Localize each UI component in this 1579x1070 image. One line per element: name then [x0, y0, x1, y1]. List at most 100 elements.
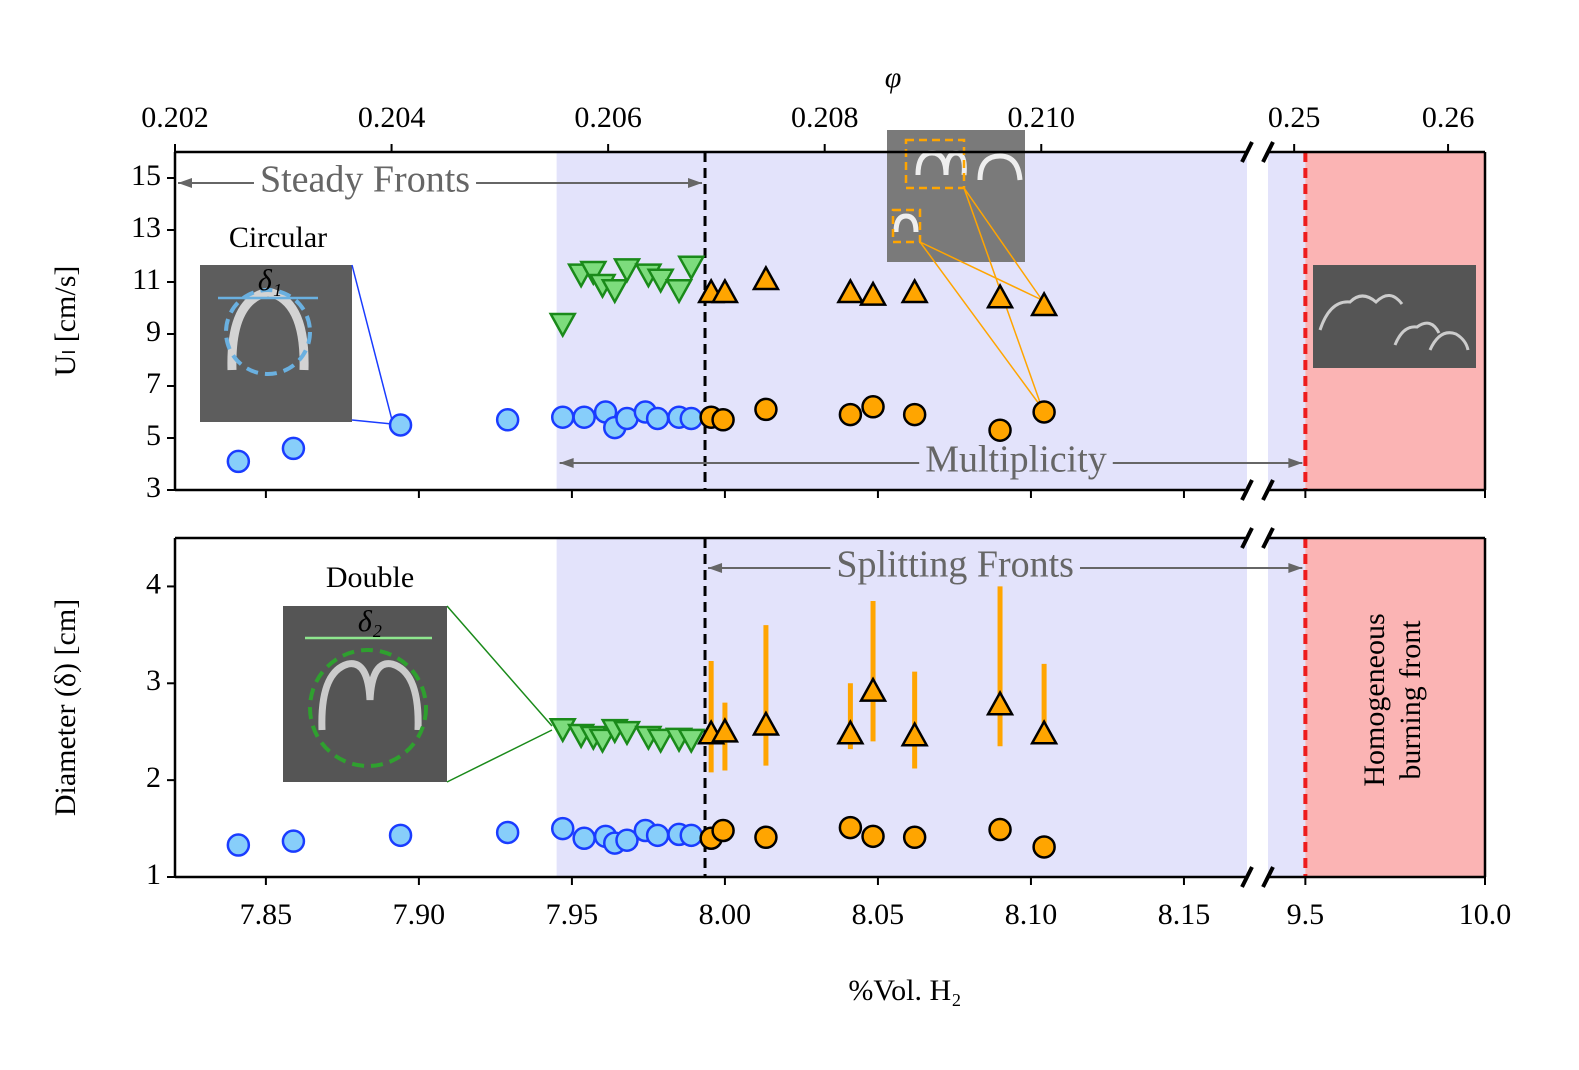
y-tick-label: 7	[146, 367, 161, 400]
data-point	[1029, 290, 1059, 317]
data-point	[550, 816, 575, 841]
x-tick-label: 8.00	[699, 898, 752, 931]
y-tick-label: 5	[146, 419, 161, 452]
data-point	[548, 312, 577, 339]
data-point	[645, 406, 670, 431]
data-point	[615, 828, 639, 852]
data-point	[677, 728, 706, 755]
shaded-region	[1305, 538, 1485, 877]
annotation: Multiplicity	[925, 439, 1107, 481]
inset-box	[891, 208, 922, 244]
data-point	[281, 829, 306, 853]
inset-front	[318, 660, 422, 731]
data-point	[679, 823, 704, 848]
axis-break	[1261, 866, 1275, 888]
arrow-head	[688, 178, 703, 188]
data-point	[388, 823, 413, 848]
axis-break	[1240, 479, 1254, 501]
data-point	[985, 690, 1015, 716]
shaded-region	[556, 538, 1247, 877]
data-point	[645, 823, 670, 848]
inset-connector	[446, 605, 553, 727]
inset-image	[1313, 265, 1476, 368]
data-point	[861, 395, 885, 419]
y-tick-label: 15	[131, 159, 161, 192]
data-point	[281, 436, 306, 461]
data-point	[612, 258, 642, 284]
x2-tick-label: 0.26	[1422, 101, 1475, 134]
data-point	[754, 825, 778, 850]
y-axis-label: Uₗ [cm/s]	[49, 266, 82, 377]
annotation: Circular	[229, 221, 327, 254]
annotation: burning front	[1394, 620, 1427, 780]
y-tick-label: 13	[131, 211, 161, 244]
inset-connector	[351, 264, 393, 421]
arrow-head	[178, 178, 192, 188]
data-point	[388, 413, 413, 437]
x-tick-label: 9.5	[1287, 898, 1325, 931]
data-point	[550, 405, 575, 429]
inset-circle	[308, 648, 428, 768]
arrow-head	[1288, 458, 1303, 468]
data-point	[902, 402, 927, 427]
axis-break	[1261, 479, 1275, 501]
x-tick-label: 8.10	[1005, 898, 1058, 931]
inset-label: δ₂	[358, 605, 382, 638]
inset-connector	[919, 241, 1043, 301]
data-point	[495, 820, 520, 845]
data-point	[710, 717, 740, 743]
data-point	[588, 728, 617, 755]
x-tick-label: 8.15	[1158, 898, 1211, 931]
data-point	[751, 710, 781, 736]
data-point	[836, 719, 865, 745]
data-point	[679, 406, 704, 431]
y-tick-label: 11	[132, 263, 161, 296]
data-point	[579, 260, 608, 287]
data-point	[226, 449, 251, 474]
inset-connector	[446, 729, 553, 783]
arrow-head	[1288, 563, 1303, 573]
data-point	[572, 826, 596, 851]
data-point	[751, 264, 781, 291]
x-tick-label: 10.0	[1459, 898, 1512, 931]
y-tick-label: 1	[146, 858, 161, 891]
axis-break	[1261, 141, 1275, 163]
data-point	[600, 278, 629, 305]
x-tick-label: 7.95	[546, 898, 599, 931]
data-point	[836, 277, 865, 304]
data-point	[900, 277, 929, 304]
data-point	[985, 283, 1015, 309]
x2-tick-label: 0.208	[791, 101, 859, 134]
x-tick-label: 7.85	[240, 898, 293, 931]
x-tick-label: 8.05	[852, 898, 905, 931]
axis-break	[1240, 866, 1254, 888]
data-point	[664, 278, 694, 305]
x-tick-label: 7.90	[393, 898, 446, 931]
shaded-region	[1268, 152, 1306, 490]
inset-label: δ₁	[258, 264, 282, 297]
x2-tick-label: 0.202	[141, 101, 209, 134]
data-point	[677, 255, 706, 281]
data-point	[711, 408, 735, 432]
annotation: Splitting Fronts	[836, 544, 1074, 586]
annotation: Double	[326, 561, 414, 594]
x2-axis-label: φ	[885, 61, 902, 94]
annotation: Steady Fronts	[260, 159, 470, 201]
data-point	[754, 397, 778, 422]
data-point	[495, 408, 520, 432]
x2-tick-label: 0.206	[574, 101, 642, 134]
data-point	[838, 815, 863, 840]
data-point	[988, 418, 1012, 442]
x2-tick-label: 0.210	[1008, 101, 1076, 134]
y-tick-label: 3	[146, 664, 161, 697]
axis-break	[1240, 527, 1254, 549]
data-point	[226, 833, 251, 857]
data-point	[858, 280, 888, 306]
data-point	[646, 728, 675, 755]
inset-connector	[919, 241, 1043, 409]
inset-connector	[963, 187, 1043, 301]
x2-tick-label: 0.25	[1268, 101, 1321, 134]
arrow-head	[708, 563, 723, 573]
data-point	[1032, 400, 1056, 424]
